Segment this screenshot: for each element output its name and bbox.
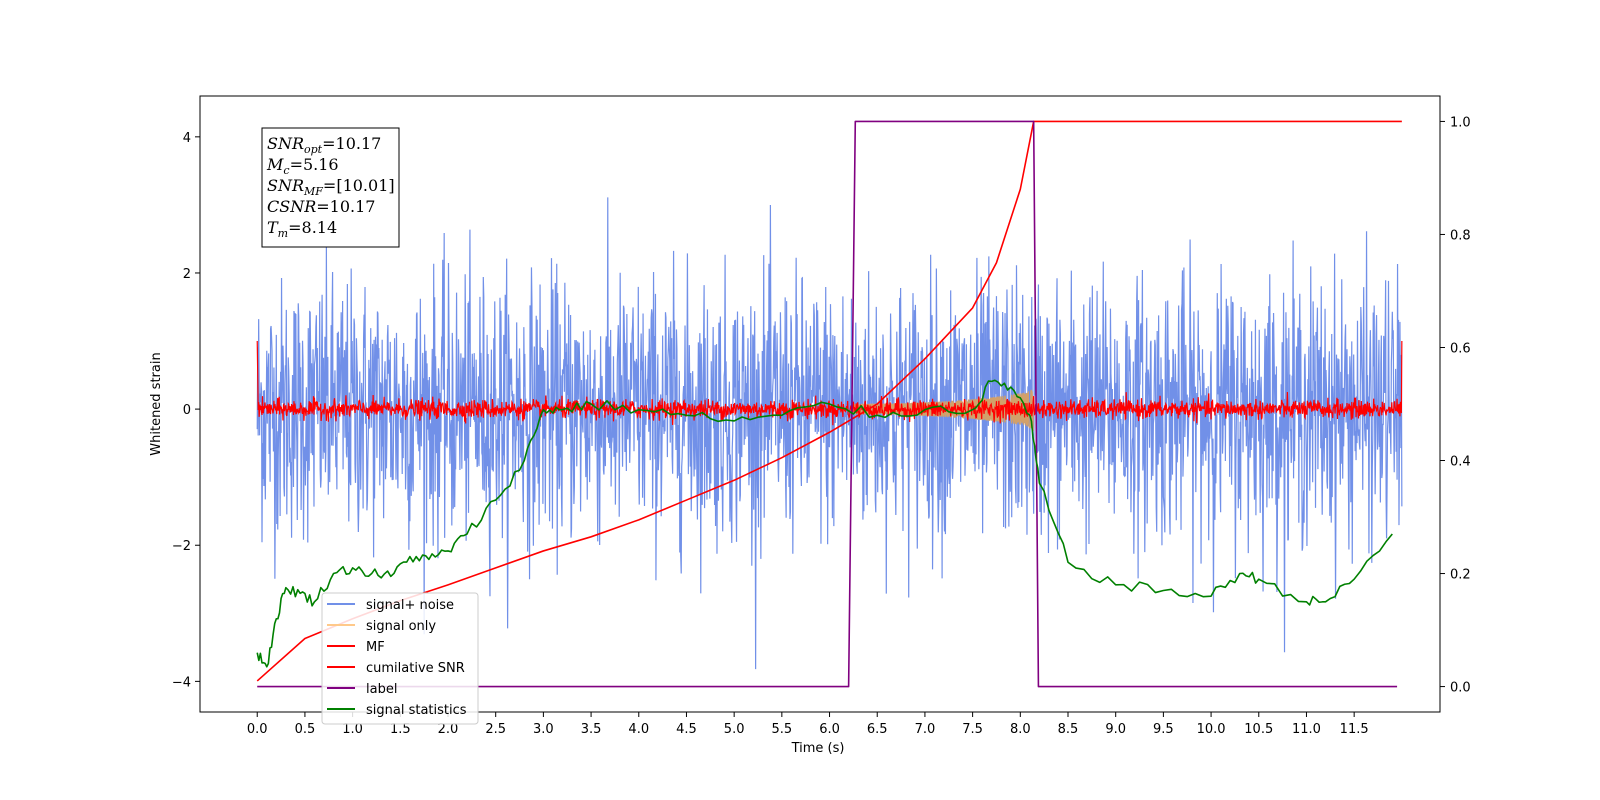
x-tick-label: 0.0 [247,722,268,737]
y-tick-label: 2 [183,267,191,282]
legend-entry: cumilative SNR [366,661,465,676]
legend-entry: signal statistics [366,703,467,718]
x-tick-label: 10.5 [1244,722,1273,737]
x-tick-label: 9.5 [1153,722,1174,737]
x-tick-label: 11.5 [1340,722,1369,737]
x-tick-label: 9.0 [1105,722,1126,737]
signal-noise-line [256,197,1403,670]
x-tick-label: 1.0 [342,722,363,737]
x-tick-label: 2.5 [485,722,506,737]
x-tick-label: 4.5 [676,722,697,737]
y2-tick-label: 0.4 [1450,455,1471,470]
x-tick-label: 7.0 [915,722,936,737]
x-tick-label: 3.5 [581,722,602,737]
y-axis-right: 0.0 0.2 0.4 0.6 0.8 1.0 [1440,115,1471,696]
x-tick-label: 6.5 [867,722,888,737]
series-signal-statistics [256,379,1393,668]
x-tick-label: 6.0 [819,722,840,737]
annotation-line: SNRopt=10.17 [267,134,381,156]
annotation-line: SNRMF=[10.01] [267,176,395,198]
annotation-line: Mc=5.16 [266,155,339,177]
y-axis-left: −4 −2 0 2 4 [172,131,200,690]
y2-tick-label: 1.0 [1450,115,1471,130]
x-tick-label: 10.0 [1197,722,1226,737]
x-axis: 0.0 0.5 1.0 1.5 2.0 2.5 3.0 3.5 4.0 4.5 5.0 5.5 6.0 6… [247,712,1369,737]
y-tick-label: −2 [172,539,191,554]
x-tick-label: 7.5 [962,722,983,737]
annotation-frame [261,127,400,248]
y2-tick-label: 0.0 [1450,681,1471,696]
x-tick-label: 8.0 [1010,722,1031,737]
legend-frame [321,592,479,725]
series-mf [256,341,1403,426]
legend: signal+ noise signal only MF cumilative SNR… [321,592,479,725]
x-tick-label: 11.0 [1292,722,1321,737]
x-tick-label: 5.0 [724,722,745,737]
y-tick-label: 4 [183,131,191,146]
x-tick-label: 4.0 [628,722,649,737]
label-line [257,120,1398,688]
y-tick-label: 0 [183,403,191,418]
y2-tick-label: 0.2 [1450,568,1471,583]
annotation-line: CSNR=10.17 [267,197,375,216]
plot-frame [199,95,1441,713]
stats-annotation-box: SNRopt=10.17Mc=5.16SNRMF=[10.01]CSNR=10.… [261,127,400,248]
mf-line [256,341,1403,426]
y2-tick-label: 0.6 [1450,341,1471,356]
signal-statistics-line [256,379,1393,668]
series-label [257,120,1398,688]
x-tick-label: 0.5 [295,722,316,737]
x-tick-label: 1.5 [390,722,411,737]
annotation-line: Tm=8.14 [267,218,337,240]
y-axis-label: Whitened strain [149,352,164,455]
x-tick-label: 8.5 [1058,722,1079,737]
x-tick-label: 2.0 [438,722,459,737]
y-tick-label: −4 [172,675,191,690]
legend-entry: MF [366,640,385,655]
legend-entry: label [366,682,397,697]
series-signal-noise [256,197,1403,670]
x-tick-label: 5.5 [772,722,793,737]
y2-tick-label: 0.8 [1450,228,1471,243]
legend-entry: signal only [366,619,436,634]
legend-entry: signal+ noise [366,598,454,613]
x-axis-label: Time (s) [791,741,845,756]
x-tick-label: 3.0 [533,722,554,737]
